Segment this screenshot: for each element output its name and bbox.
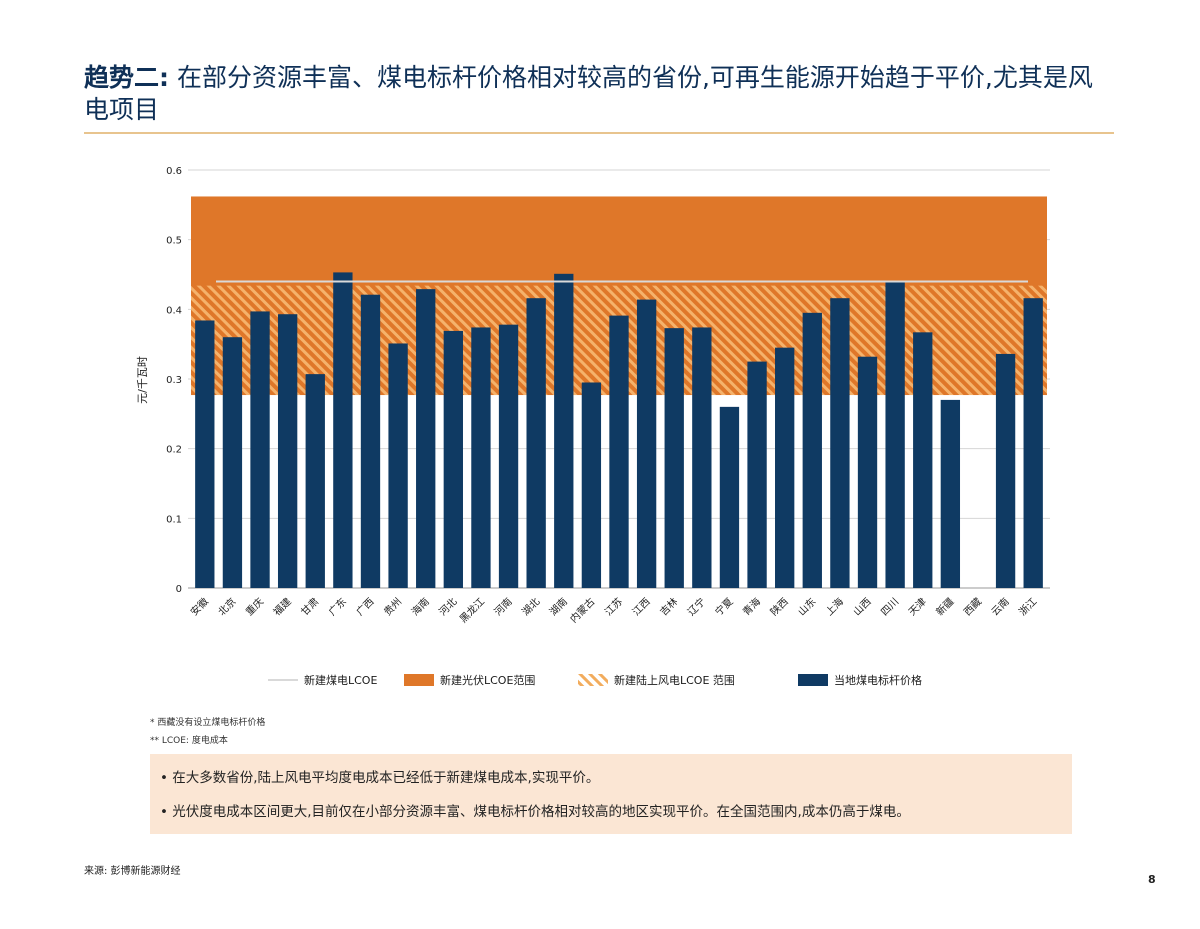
legend-item-wind: 新建陆上风电LCOE 范围 [578, 672, 735, 688]
x-tick-label: 湖南 [547, 595, 570, 618]
legend-label: 当地煤电标杆价格 [834, 674, 922, 687]
bar [636, 299, 657, 588]
y-axis-label: 元/千瓦时 [136, 356, 149, 404]
bar [664, 328, 684, 588]
page-title: 趋势二: 在部分资源丰富、煤电标杆价格相对较高的省份,可再生能源开始趋于平价,尤… [84, 62, 1114, 126]
bar [195, 320, 215, 588]
legend-item-coal-price: 当地煤电标杆价格 [798, 672, 922, 688]
bar [830, 298, 850, 588]
x-tick-label: 广西 [354, 596, 377, 619]
bar [554, 273, 574, 588]
x-tick-label: 上海 [823, 595, 846, 618]
bar [1023, 298, 1043, 588]
x-tick-label: 贵州 [381, 595, 404, 618]
x-tick-label: 黑龙江 [457, 595, 487, 625]
title-divider [84, 132, 1114, 134]
bar [250, 311, 270, 588]
x-tick-label: 天津 [906, 596, 929, 619]
callout-point-1: • 在大多数省份,陆上风电平均度电成本已经低于新建煤电成本,实现平价。 [160, 770, 600, 786]
bar [940, 399, 961, 588]
bar [775, 347, 795, 588]
legend-swatch-solar [404, 674, 434, 686]
x-tick-label: 广东 [326, 595, 349, 618]
x-tick-label: 河北 [437, 596, 460, 619]
legend-label: 新建煤电LCOE [304, 674, 378, 687]
bar [609, 315, 629, 588]
bar [471, 327, 491, 588]
y-tick-label: 0.1 [166, 514, 182, 525]
bar [913, 332, 933, 588]
legend-item-solar: 新建光伏LCOE范围 [404, 672, 535, 688]
y-tick-label: 0.2 [166, 445, 182, 456]
footnote-2: ** LCOE: 度电成本 [150, 736, 228, 746]
x-tick-label: 陕西 [767, 595, 790, 618]
bar [498, 324, 519, 588]
callout-box: • 在大多数省份,陆上风电平均度电成本已经低于新建煤电成本,实现平价。 • 光伏… [150, 754, 1072, 834]
bar [995, 353, 1016, 588]
x-tick-label: 宁夏 [712, 595, 735, 618]
bar [747, 361, 767, 588]
x-tick-label: 江西 [630, 596, 653, 619]
bar [581, 382, 602, 588]
x-tick-label: 浙江 [1017, 596, 1040, 619]
x-tick-label: 辽宁 [685, 595, 708, 618]
bar [222, 337, 243, 588]
x-tick-label: 福建 [270, 595, 293, 618]
y-tick-label: 0.3 [166, 375, 182, 386]
x-tick-label: 重庆 [243, 595, 266, 618]
x-tick-label: 山西 [851, 596, 874, 619]
page-number: 8 [1148, 873, 1156, 886]
x-tick-label: 甘肃 [298, 595, 321, 618]
footnote-1: * 西藏没有设立煤电标杆价格 [150, 718, 266, 728]
x-tick-label: 安徽 [188, 595, 211, 618]
x-tick-label: 北京 [215, 595, 238, 618]
bar [277, 314, 298, 588]
bar [719, 406, 740, 588]
y-tick-label: 0.6 [166, 166, 182, 177]
x-tick-label: 内蒙古 [567, 595, 597, 625]
x-tick-label: 新疆 [933, 595, 956, 618]
x-tick-label: 云南 [988, 595, 1011, 618]
x-tick-label: 海南 [408, 595, 431, 618]
bar [388, 343, 408, 588]
source-note: 来源: 彭博新能源财经 [84, 866, 181, 877]
bar [885, 282, 905, 588]
legend-swatch-line [268, 679, 298, 681]
bar [333, 272, 353, 588]
legend-label: 新建陆上风电LCOE 范围 [614, 674, 735, 687]
x-tick-label: 西藏 [961, 596, 984, 619]
x-tick-label: 河南 [491, 595, 514, 618]
bar [305, 374, 325, 588]
x-tick-label: 湖北 [520, 596, 543, 619]
y-tick-label: 0.5 [166, 236, 182, 247]
title-text: 在部分资源丰富、煤电标杆价格相对较高的省份,可再生能源开始趋于平价,尤其是风电项… [84, 63, 1093, 124]
x-tick-label: 青海 [740, 595, 763, 618]
x-tick-label: 山东 [795, 595, 818, 618]
y-tick-label: 0.4 [166, 305, 182, 316]
x-tick-label: 吉林 [657, 595, 680, 618]
bar [443, 330, 463, 588]
legend-swatch-bar [798, 674, 828, 686]
bar [692, 327, 712, 588]
callout-point-2: • 光伏度电成本区间更大,目前仅在小部分资源丰富、煤电标杆价格相对较高的地区实现… [160, 804, 910, 820]
y-tick-label: 0 [176, 584, 182, 595]
legend-item-coal-lcoe: 新建煤电LCOE [268, 672, 377, 688]
legend-swatch-wind [578, 674, 608, 686]
bar [802, 312, 822, 588]
x-tick-label: 江苏 [602, 595, 625, 618]
bar [416, 289, 436, 588]
bar [526, 298, 546, 588]
title-keyword: 趋势二: [84, 63, 169, 92]
footnotes: * 西藏没有设立煤电标杆价格 ** LCOE: 度电成本 [150, 714, 265, 750]
bar [360, 294, 381, 588]
bar [857, 356, 878, 588]
chart-legend: 新建煤电LCOE 新建光伏LCOE范围 新建陆上风电LCOE 范围 当地煤电标杆… [0, 672, 1200, 692]
x-tick-label: 四川 [879, 596, 901, 618]
legend-label: 新建光伏LCOE范围 [440, 674, 536, 687]
